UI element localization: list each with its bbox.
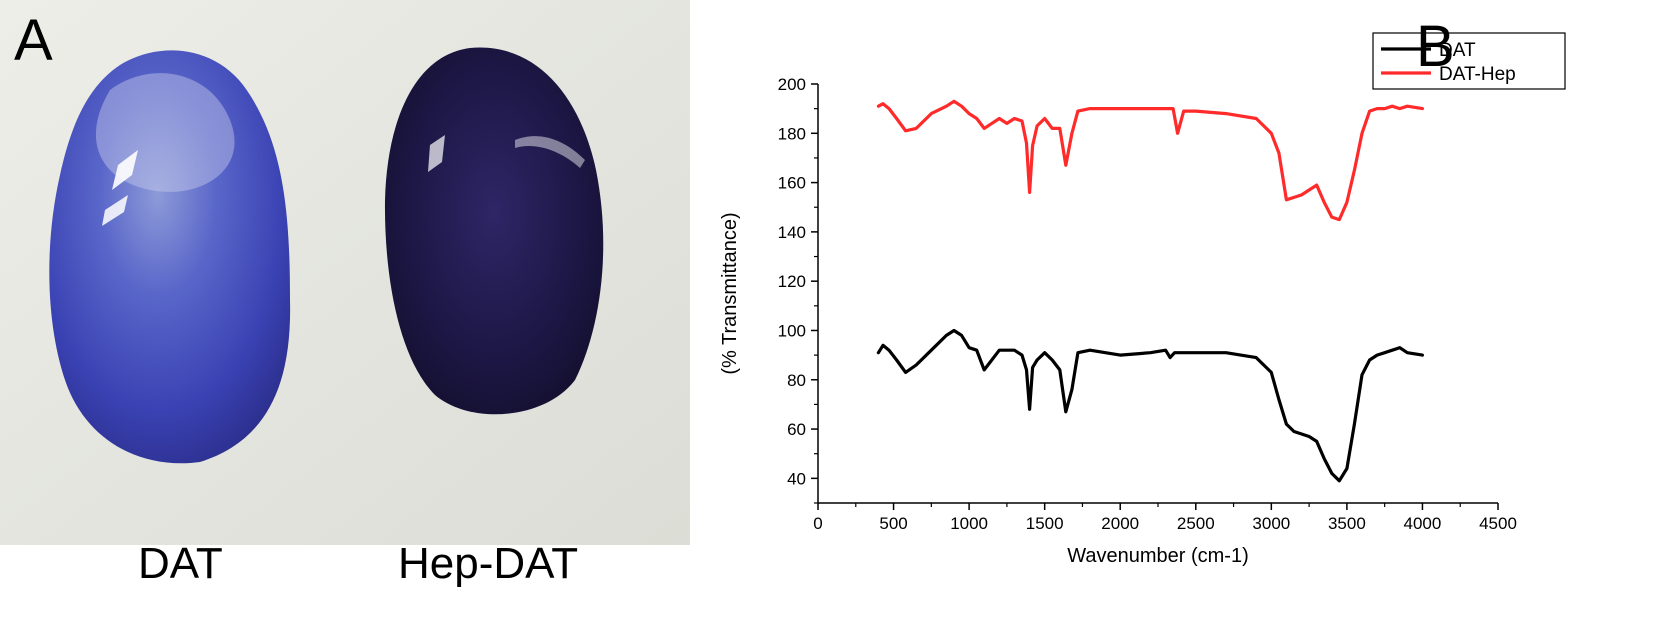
- panel-a: A DAT Hep-DAT: [0, 0, 690, 622]
- panel-b-letter: B: [1416, 14, 1455, 79]
- dat-sample-label: DAT: [138, 539, 223, 588]
- tissue-photo: [0, 0, 690, 545]
- axes: 0 500 1000 1500 2000 2500 3000 3500 4000 4500 40 60…: [778, 75, 1517, 533]
- y-tick-label: 160: [778, 174, 806, 193]
- y-tick-label: 100: [778, 321, 806, 340]
- y-tick-label: 200: [778, 75, 806, 94]
- hep-glare-2: [515, 136, 585, 168]
- x-tick-label: 500: [879, 514, 907, 533]
- series-line-dat: [876, 328, 1425, 483]
- dat-glare-1: [112, 150, 138, 190]
- y-tick-label: 80: [787, 371, 806, 390]
- y-tick-label: 40: [787, 469, 806, 488]
- legend-box: [1372, 32, 1566, 90]
- legend: DAT DAT-Hep: [1372, 32, 1566, 90]
- hep-dat-sample-label: Hep-DAT: [398, 539, 579, 588]
- y-tick-label: 140: [778, 223, 806, 242]
- panel-a-letter: A: [14, 8, 53, 73]
- panel-b: 0 500 1000 1500 2000 2500 3000 3500 4000 4500 40 60…: [690, 0, 1668, 622]
- dat-tissue: [49, 50, 291, 464]
- ftir-chart: 0 500 1000 1500 2000 2500 3000 3500 4000 4500 40 60…: [719, 32, 1566, 567]
- y-axis-title: (% Transmittance): [719, 212, 741, 374]
- x-tick-label: 2000: [1101, 514, 1139, 533]
- series-line-dat-hep: [876, 99, 1425, 222]
- series-lines: [876, 99, 1425, 483]
- legend-label: DAT-Hep: [1439, 64, 1516, 85]
- x-tick-label: 3500: [1328, 514, 1366, 533]
- x-tick-label: 2500: [1177, 514, 1215, 533]
- legend-label: DAT: [1439, 40, 1476, 61]
- x-axis-title: Wavenumber (cm-1): [1067, 545, 1249, 567]
- y-tick-label: 60: [787, 420, 806, 439]
- x-tick-label: 4500: [1479, 514, 1517, 533]
- y-tick-label: 120: [778, 272, 806, 291]
- y-tick-label: 180: [778, 124, 806, 143]
- x-tick-label: 4000: [1404, 514, 1442, 533]
- x-tick-label: 1500: [1026, 514, 1064, 533]
- dat-glare-2: [102, 195, 128, 226]
- hep-glare-1: [428, 135, 445, 172]
- x-tick-label: 1000: [950, 514, 988, 533]
- x-tick-label: 0: [813, 514, 822, 533]
- x-tick-label: 3000: [1252, 514, 1290, 533]
